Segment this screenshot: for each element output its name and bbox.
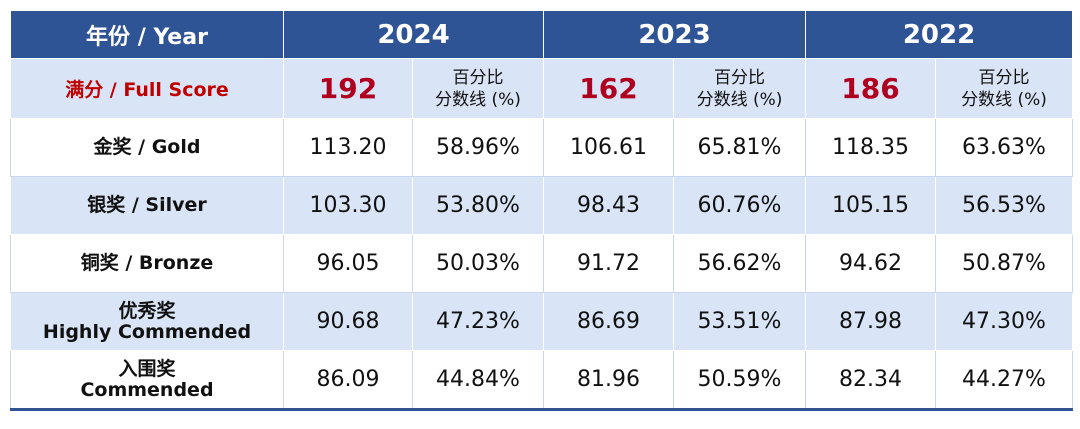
table-cell: 87.98 (805, 292, 936, 351)
award-row: 铜奖 / Bronze 96.05 50.03% 91.72 56.62% 94.62 50… (10, 234, 1073, 293)
award-label: 入围奖 Commended (10, 350, 284, 410)
header-row: 年份 / Year 2024 2023 2022 (10, 10, 1073, 59)
text-line: 百分比 (452, 67, 504, 88)
award-label: 优秀奖 Highly Commended (10, 292, 284, 351)
text-line: 百分比 (978, 67, 1030, 88)
table-body: 年份 / Year 2024 2023 2022 满分 / Full Score 192 百… (10, 10, 1073, 410)
text-line: 分数线 (%) (696, 89, 783, 110)
award-row: 金奖 / Gold 113.20 58.96% 106.61 65.81% 118.35 6… (10, 118, 1073, 177)
table-cell: 105.15 (805, 176, 936, 235)
award-label: 铜奖 / Bronze (10, 234, 284, 293)
text-line: 入围奖 (118, 357, 176, 380)
table-cell: 106.61 (543, 118, 674, 177)
full-score: 186 (805, 58, 936, 119)
year-header: 2023 (543, 10, 806, 59)
award-row: 银奖 / Silver 103.30 53.80% 98.43 60.76% 105.15… (10, 176, 1073, 235)
table-cell: 50.03% (412, 234, 544, 293)
full-score-row: 满分 / Full Score 192 百分比 分数线 (%) 162 百分比 分数线 (%… (10, 58, 1073, 119)
table-cell: 56.62% (673, 234, 806, 293)
table-cell: 81.96 (543, 350, 674, 410)
text-line: 铜奖 / Bronze (80, 252, 214, 274)
award-label: 金奖 / Gold (10, 118, 284, 177)
table-cell: 86.69 (543, 292, 674, 351)
table-cell: 58.96% (412, 118, 544, 177)
table-cell: 65.81% (673, 118, 806, 177)
table-cell: 56.53% (935, 176, 1073, 235)
table-cell: 44.27% (935, 350, 1073, 410)
table-cell: 63.63% (935, 118, 1073, 177)
full-score: 192 (283, 58, 413, 119)
text-line: Commended (80, 378, 214, 401)
table-cell: 113.20 (283, 118, 413, 177)
table-cell: 60.76% (673, 176, 806, 235)
text-line: 优秀奖 (118, 299, 176, 322)
text-line: 分数线 (%) (435, 89, 521, 110)
table-cell: 53.80% (412, 176, 544, 235)
table-cell: 94.62 (805, 234, 936, 293)
table-cell: 47.23% (412, 292, 544, 351)
award-row: 优秀奖 Highly Commended 90.68 47.23% 86.69 53.51… (10, 292, 1073, 351)
percent-header: 百分比 分数线 (%) (935, 58, 1073, 119)
table-cell: 44.84% (412, 350, 544, 410)
table-cell: 91.72 (543, 234, 674, 293)
table-cell: 53.51% (673, 292, 806, 351)
percent-header: 百分比 分数线 (%) (412, 58, 544, 119)
table-cell: 103.30 (283, 176, 413, 235)
table-cell: 82.34 (805, 350, 936, 410)
year-header: 2024 (283, 10, 544, 59)
table-cell: 118.35 (805, 118, 936, 177)
percent-header: 百分比 分数线 (%) (673, 58, 806, 119)
score-table: 年份 / Year 2024 2023 2022 满分 / Full Score 192 百… (10, 10, 1073, 411)
text-line: 分数线 (%) (961, 89, 1047, 110)
text-line: Highly Commended (42, 320, 252, 343)
table-cell: 50.59% (673, 350, 806, 410)
table-cell: 98.43 (543, 176, 674, 235)
award-label: 银奖 / Silver (10, 176, 284, 235)
full-score: 162 (543, 58, 674, 119)
table-cell: 86.09 (283, 350, 413, 410)
text-line: 金奖 / Gold (93, 136, 201, 158)
text-line: 百分比 (714, 67, 765, 88)
table-cell: 96.05 (283, 234, 413, 293)
table-cell: 47.30% (935, 292, 1073, 351)
table-cell: 90.68 (283, 292, 413, 351)
year-header: 2022 (805, 10, 1073, 59)
table-cell: 50.87% (935, 234, 1073, 293)
award-row: 入围奖 Commended 86.09 44.84% 81.96 50.59% 82.34 4… (10, 350, 1073, 410)
header-label: 年份 / Year (10, 10, 284, 59)
full-score-label: 满分 / Full Score (10, 58, 284, 119)
text-line: 银奖 / Silver (87, 194, 207, 216)
